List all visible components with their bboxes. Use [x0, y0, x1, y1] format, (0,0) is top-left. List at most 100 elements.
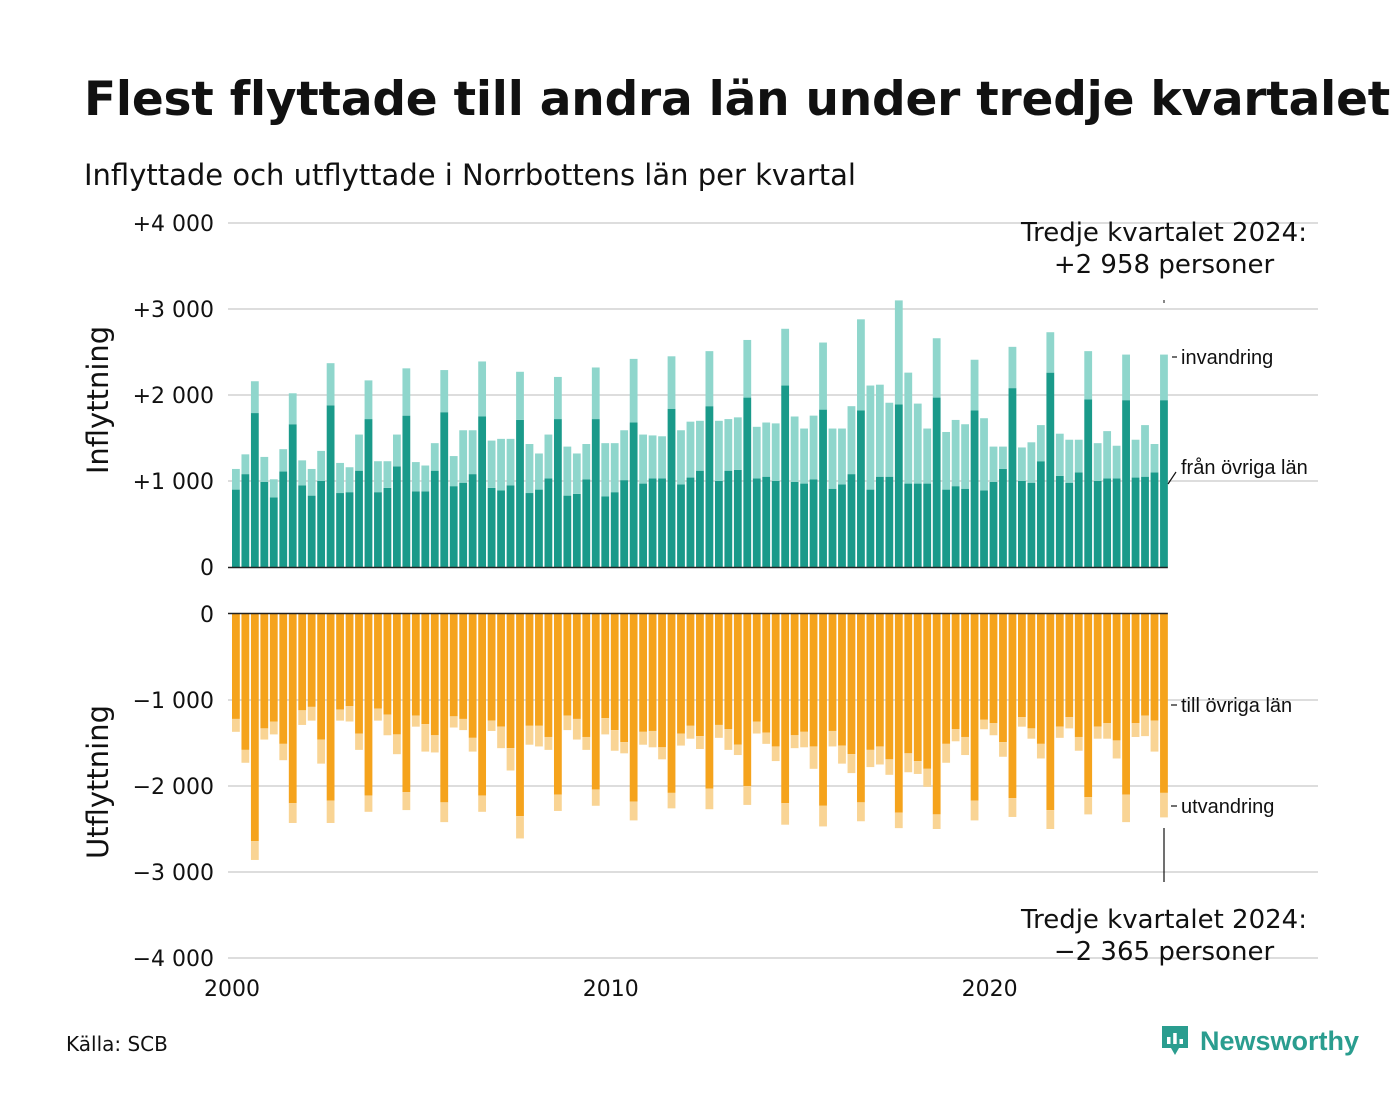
bar-utvandring	[1131, 723, 1140, 737]
bar-utvandring	[857, 802, 865, 822]
bar-utvandring	[402, 792, 411, 811]
bar-fran-ovriga-lan	[288, 424, 297, 567]
bar-fran-ovriga-lan	[430, 470, 439, 567]
chart-subtitle: Inflyttade och utflyttade i Norrbottens …	[84, 158, 856, 192]
bar-utvandring	[232, 718, 240, 732]
bar-invandring	[317, 450, 326, 481]
bar-fran-ovriga-lan	[639, 483, 648, 567]
bar-till-ovriga-lan	[582, 614, 591, 737]
bar-fran-ovriga-lan	[970, 410, 979, 567]
bar-utvandring	[326, 800, 335, 823]
bar-utvandring	[279, 743, 288, 761]
bar-invandring	[1112, 445, 1121, 479]
bar-fran-ovriga-lan	[1074, 472, 1083, 567]
callout-bottom-line1: Tredje kvartalet 2024:	[1020, 905, 1307, 935]
source-note: Källa: SCB	[66, 1032, 168, 1056]
bar-utvandring	[421, 724, 430, 752]
callout-top-line1: Tredje kvartalet 2024:	[1020, 218, 1307, 248]
bar-invandring	[582, 444, 591, 480]
bar-till-ovriga-lan	[232, 614, 240, 719]
bar-invandring	[961, 424, 969, 489]
bar-till-ovriga-lan	[364, 614, 373, 796]
bar-utvandring	[1018, 717, 1026, 727]
bar-till-ovriga-lan	[241, 614, 250, 750]
bar-utvandring	[601, 718, 610, 735]
bar-till-ovriga-lan	[658, 614, 666, 748]
bar-fran-ovriga-lan	[743, 397, 752, 567]
bar-invandring	[364, 380, 373, 420]
bar-utvandring	[648, 730, 657, 748]
x-tick-labels: 2000 2010 2020	[204, 977, 1018, 1002]
bar-invandring	[942, 431, 951, 490]
bar-till-ovriga-lan	[307, 614, 316, 707]
bar-fran-ovriga-lan	[648, 478, 657, 567]
bar-invandring	[1131, 439, 1140, 478]
y-tick-label: −4 000	[133, 947, 214, 972]
bar-till-ovriga-lan	[1008, 614, 1017, 799]
bar-fran-ovriga-lan	[1122, 400, 1130, 567]
bar-invandring	[894, 300, 903, 405]
bar-till-ovriga-lan	[847, 614, 856, 755]
bar-fran-ovriga-lan	[250, 413, 259, 567]
bar-till-ovriga-lan	[591, 614, 600, 790]
bar-fran-ovriga-lan	[809, 479, 818, 567]
bar-invandring	[847, 406, 856, 475]
bar-invandring	[771, 423, 780, 481]
bar-fran-ovriga-lan	[1093, 481, 1102, 567]
bar-utvandring	[487, 720, 496, 731]
bar-fran-ovriga-lan	[563, 495, 572, 567]
bar-invandring	[951, 419, 960, 487]
bar-utvandring	[970, 800, 979, 821]
bar-fran-ovriga-lan	[800, 483, 808, 567]
bar-fran-ovriga-lan	[364, 419, 373, 567]
bar-utvandring	[828, 730, 837, 747]
bar-invandring	[241, 454, 250, 475]
bar-fran-ovriga-lan	[686, 477, 695, 567]
bar-invandring	[392, 434, 401, 467]
bar-utvandring	[639, 731, 648, 745]
bar-utvandring	[516, 816, 524, 839]
bar-till-ovriga-lan	[402, 614, 411, 793]
bar-utvandring	[364, 795, 373, 812]
bar-utvandring	[392, 734, 401, 755]
bar-till-ovriga-lan	[875, 614, 884, 747]
bar-till-ovriga-lan	[468, 614, 477, 738]
bar-invandring	[923, 428, 932, 484]
bar-utvandring	[838, 745, 846, 764]
bar-till-ovriga-lan	[506, 614, 515, 749]
bar-till-ovriga-lan	[250, 614, 259, 842]
bar-utvandring	[250, 841, 259, 860]
bar-invandring	[1084, 351, 1093, 400]
bar-till-ovriga-lan	[932, 614, 941, 815]
bar-invandring	[999, 446, 1007, 469]
bar-fran-ovriga-lan	[1018, 481, 1026, 567]
bar-till-ovriga-lan	[1036, 614, 1045, 744]
bar-utvandring	[875, 746, 884, 765]
bar-invandring	[544, 434, 553, 479]
bar-utvandring	[317, 739, 326, 764]
bar-till-ovriga-lan	[970, 614, 979, 801]
bar-invandring	[572, 453, 581, 494]
bar-till-ovriga-lan	[525, 614, 534, 726]
bar-till-ovriga-lan	[951, 614, 960, 730]
bar-fran-ovriga-lan	[601, 496, 610, 567]
bar-till-ovriga-lan	[544, 614, 553, 737]
bar-till-ovriga-lan	[355, 614, 363, 734]
bar-invandring	[1046, 332, 1055, 373]
bar-fran-ovriga-lan	[516, 419, 524, 567]
bar-invandring	[591, 367, 600, 420]
chart-title: Flest flyttade till andra län under tred…	[84, 72, 1391, 127]
bar-fran-ovriga-lan	[1084, 399, 1093, 567]
bar-utvandring	[762, 732, 771, 744]
bar-fran-ovriga-lan	[1141, 476, 1149, 567]
bar-till-ovriga-lan	[430, 614, 439, 736]
bar-fran-ovriga-lan	[781, 385, 790, 567]
bar-invandring	[506, 438, 515, 486]
bar-till-ovriga-lan	[733, 614, 742, 745]
bar-utvandring	[572, 718, 581, 740]
bar-till-ovriga-lan	[790, 614, 799, 736]
bar-invandring	[279, 449, 288, 472]
bar-fran-ovriga-lan	[402, 415, 411, 567]
bar-invandring	[250, 381, 259, 414]
bar-utvandring	[1141, 715, 1149, 737]
